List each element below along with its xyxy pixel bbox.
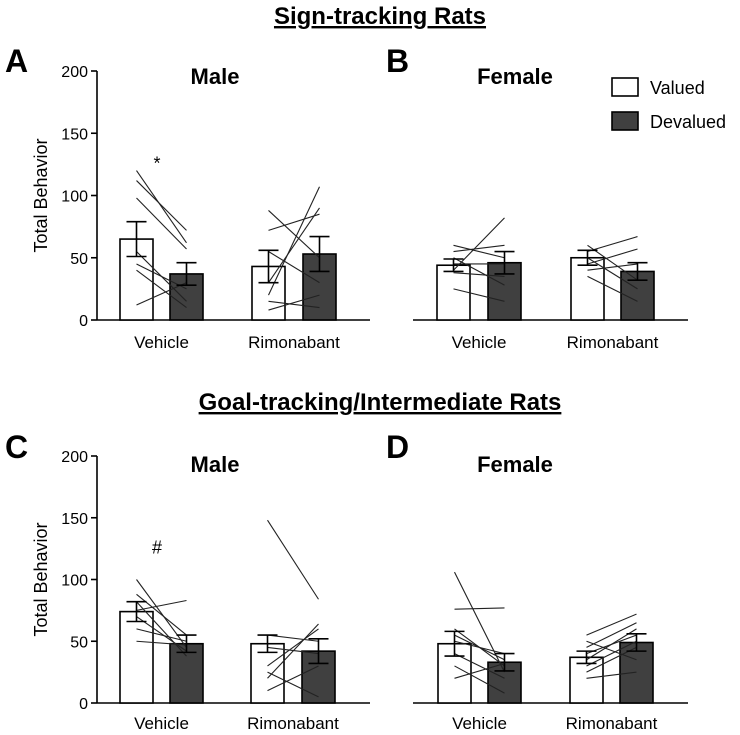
x-category-label: Rimonabant bbox=[247, 714, 339, 733]
individual-subject-line bbox=[268, 251, 320, 284]
y-tick-label: 50 bbox=[70, 634, 88, 651]
y-tick-label: 150 bbox=[61, 126, 88, 143]
individual-subject-line bbox=[453, 257, 505, 286]
individual-subject-line bbox=[267, 628, 319, 667]
y-tick-label: 0 bbox=[79, 313, 88, 330]
individual-subject-line bbox=[136, 170, 187, 244]
section-title-sign-tracking: Sign-tracking Rats bbox=[274, 3, 486, 30]
section-title-goal-tracking: Goal-tracking/Intermediate Rats bbox=[199, 389, 562, 416]
significance-marker: * bbox=[153, 154, 160, 174]
x-category-label: Rimonabant bbox=[567, 333, 659, 352]
individual-subject-line bbox=[454, 653, 505, 679]
x-category-label: Vehicle bbox=[134, 333, 189, 352]
individual-subject-line bbox=[267, 646, 319, 655]
individual-subject-line bbox=[267, 665, 319, 692]
individual-subject-line bbox=[454, 607, 505, 610]
bar-devalued-vehicle bbox=[169, 642, 204, 704]
y-tick-label: 200 bbox=[61, 64, 88, 81]
individual-subject-line bbox=[453, 288, 505, 302]
individual-subject-line bbox=[587, 257, 638, 290]
x-category-label: Rimonabant bbox=[566, 714, 658, 733]
x-category-label: Vehicle bbox=[134, 714, 189, 733]
individual-subject-line bbox=[454, 665, 505, 694]
y-tick-label: 100 bbox=[61, 573, 88, 590]
bar-valued-rimonabant bbox=[570, 256, 605, 321]
panel-title: Male bbox=[191, 64, 240, 89]
individual-subject-line bbox=[586, 622, 637, 648]
x-category-label: Vehicle bbox=[452, 333, 507, 352]
y-tick-label: 100 bbox=[61, 189, 88, 206]
individual-subject-line bbox=[136, 282, 187, 306]
bar-valued-rimonabant bbox=[569, 656, 604, 704]
panel-letter: A bbox=[5, 43, 28, 79]
individual-subject-line bbox=[136, 640, 187, 646]
individual-subject-line bbox=[268, 300, 320, 309]
legend-swatch-valued bbox=[611, 77, 639, 97]
individual-subject-line bbox=[587, 248, 638, 265]
x-category-label: Rimonabant bbox=[248, 333, 340, 352]
x-category-label: Vehicle bbox=[452, 714, 507, 733]
individual-subject-line bbox=[136, 616, 187, 652]
panel-a: A Male 0 50 100 150 200 Total Behavior Vehicle Ri… bbox=[5, 43, 370, 352]
legend-label-valued: Valued bbox=[650, 78, 705, 98]
individual-subject-line bbox=[587, 236, 638, 253]
y-axis-label: Total Behavior bbox=[31, 138, 51, 252]
individual-subject-line bbox=[268, 210, 320, 259]
individual-subject-line bbox=[586, 613, 637, 636]
individual-subject-line bbox=[136, 599, 187, 611]
bar-valued-vehicle bbox=[119, 610, 154, 704]
individual-subject-line bbox=[586, 640, 637, 661]
individual-subject-line bbox=[586, 640, 637, 667]
legend-swatch-devalued bbox=[611, 111, 639, 131]
individual-subject-line bbox=[136, 269, 187, 308]
individual-subject-line bbox=[587, 275, 638, 302]
panel-c: C Male 0 50 100 150 200 Total Behavior Vehicle Ri… bbox=[5, 429, 370, 733]
panel-title: Female bbox=[477, 452, 553, 477]
individual-subject-line bbox=[267, 671, 319, 698]
panel-d: D Female Vehicle Rimonabant bbox=[386, 429, 688, 733]
individual-subject-line bbox=[587, 263, 638, 271]
panel-title: Male bbox=[191, 452, 240, 477]
panel-title: Female bbox=[477, 64, 553, 89]
y-tick-label: 150 bbox=[61, 511, 88, 528]
bar-valued-vehicle bbox=[436, 264, 471, 321]
individual-subject-line bbox=[136, 579, 187, 648]
significance-marker: # bbox=[152, 538, 162, 558]
panel-b: B Female Vehicle Rimonabant bbox=[386, 43, 688, 352]
individual-subject-line bbox=[136, 601, 187, 657]
individual-subject-line bbox=[453, 244, 505, 253]
individual-subject-line bbox=[586, 671, 637, 679]
individual-subject-line bbox=[453, 244, 505, 259]
individual-subject-line bbox=[454, 662, 505, 679]
individual-subject-line bbox=[267, 519, 319, 600]
individual-subject-line bbox=[267, 634, 319, 642]
individual-subject-line bbox=[268, 186, 320, 296]
individual-subject-line bbox=[267, 623, 319, 679]
individual-subject-line bbox=[268, 213, 320, 231]
y-axis-label: Total Behavior bbox=[31, 522, 51, 636]
individual-subject-line bbox=[453, 272, 505, 277]
individual-subject-line bbox=[136, 197, 187, 250]
panel-letter: C bbox=[5, 429, 28, 465]
individual-subject-line bbox=[453, 217, 505, 271]
y-tick-label: 200 bbox=[61, 449, 88, 466]
individual-subject-line bbox=[268, 207, 320, 283]
legend: Valued Devalued bbox=[611, 77, 726, 132]
panel-letter: B bbox=[386, 43, 409, 79]
y-tick-label: 0 bbox=[79, 696, 88, 713]
panel-letter: D bbox=[386, 429, 409, 465]
individual-subject-line bbox=[136, 628, 187, 642]
individual-subject-line bbox=[454, 634, 505, 661]
y-tick-label: 50 bbox=[70, 251, 88, 268]
legend-label-devalued: Devalued bbox=[650, 112, 726, 132]
individual-subject-line bbox=[268, 294, 320, 311]
individual-subject-line bbox=[136, 180, 187, 231]
individual-subject-line bbox=[587, 244, 638, 281]
